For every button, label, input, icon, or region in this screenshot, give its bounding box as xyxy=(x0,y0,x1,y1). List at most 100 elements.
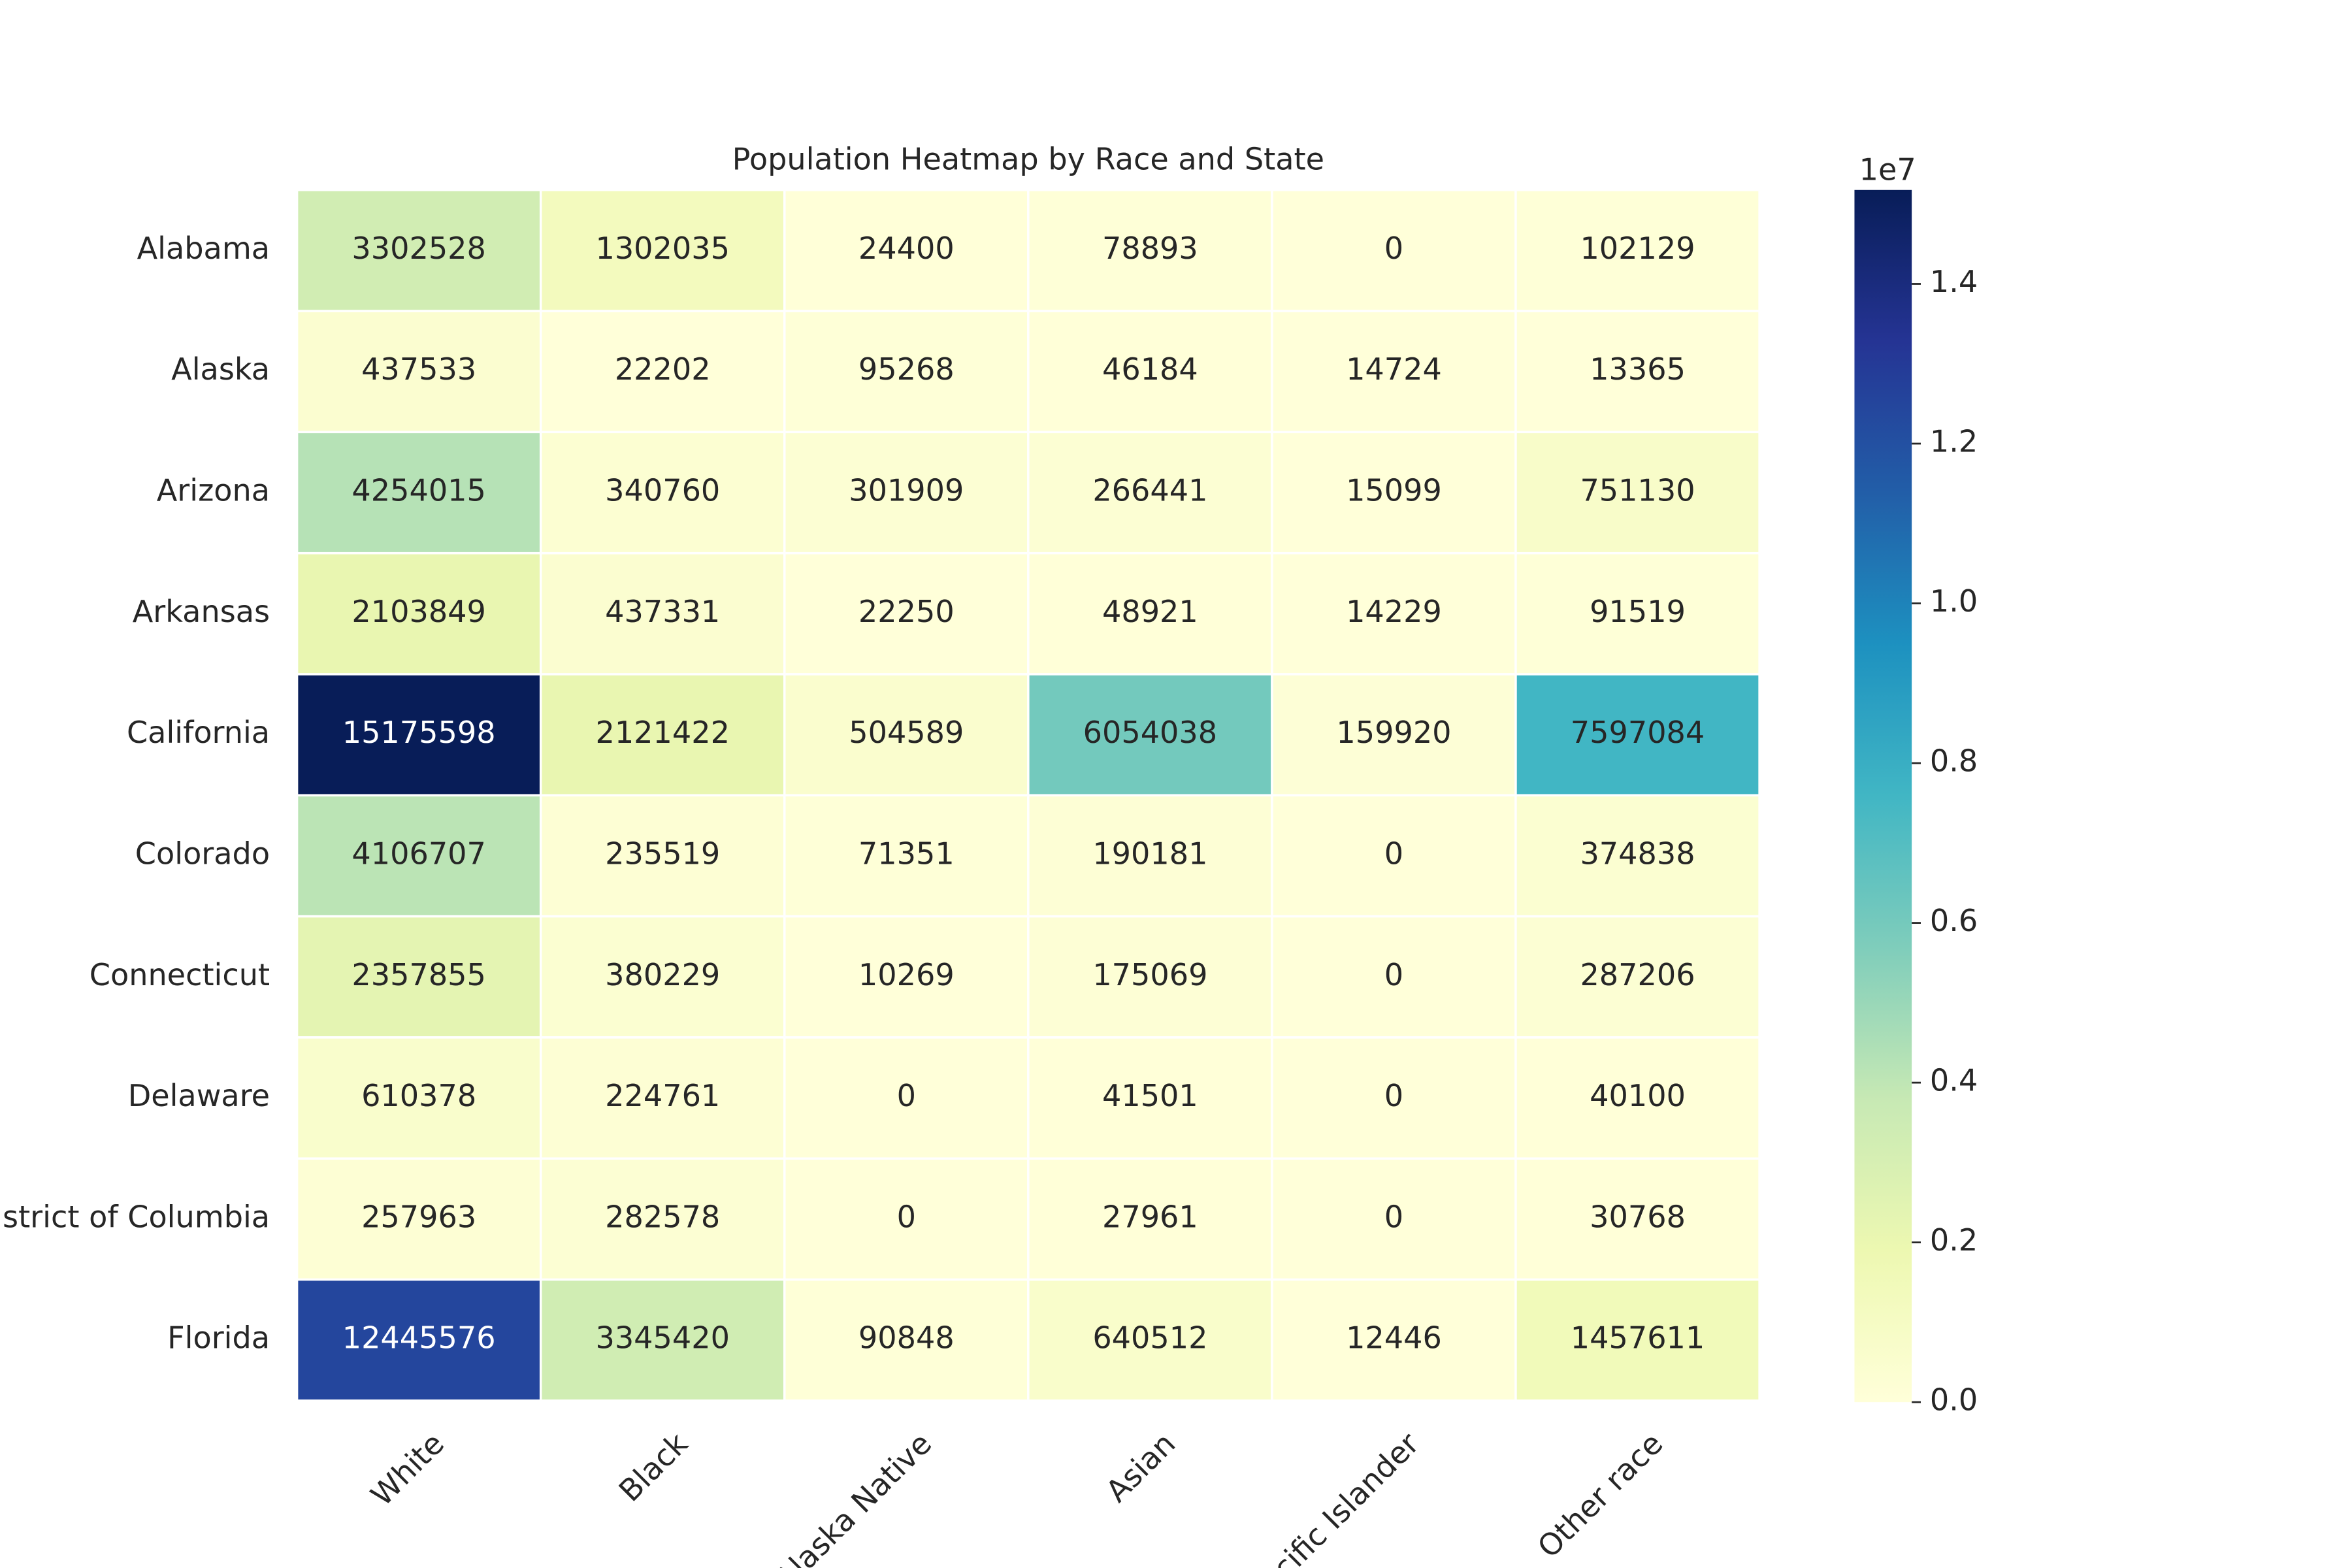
heatmap-cell xyxy=(1514,1157,1761,1281)
cell-label: 504589 xyxy=(849,715,964,750)
cell-label: 437533 xyxy=(361,351,476,387)
y-tick-label: Alabama xyxy=(137,231,270,266)
heatmap-cell xyxy=(539,1278,786,1402)
heatmap-cell xyxy=(1514,673,1761,797)
heatmap-cell xyxy=(783,673,1030,797)
y-tick-label: California xyxy=(127,715,270,750)
cell-label: 2121422 xyxy=(595,715,730,750)
cell-label: 1302035 xyxy=(595,231,730,266)
heatmap-cell xyxy=(1027,551,1273,676)
heatmap-cell xyxy=(1514,431,1761,555)
y-tick-label: Arizona xyxy=(157,473,270,508)
cell-label: 437331 xyxy=(605,594,720,629)
cell-label: 46184 xyxy=(1102,351,1198,387)
y-tick-label: Colorado xyxy=(135,836,270,871)
heatmap-cell xyxy=(1514,915,1761,1039)
cell-label: 48921 xyxy=(1102,594,1198,629)
colorbar-tick-label: 0.0 xyxy=(1930,1382,1978,1418)
y-tick-label: District of Columbia xyxy=(0,1199,270,1234)
cell-label: 640512 xyxy=(1092,1320,1207,1356)
cell-label: 159920 xyxy=(1336,715,1451,750)
colorbar-tick-label: 0.4 xyxy=(1930,1063,1978,1098)
heatmap-cell xyxy=(539,915,786,1039)
heatmap-cell xyxy=(783,189,1030,312)
cell-label: 10269 xyxy=(858,957,955,992)
heatmap-cell xyxy=(539,551,786,676)
x-tick-label: White xyxy=(364,1426,451,1512)
cell-label: 102129 xyxy=(1580,231,1695,266)
x-tick-label: Other race xyxy=(1531,1426,1670,1565)
cell-label: 2103849 xyxy=(351,594,486,629)
cell-label: 90848 xyxy=(858,1320,955,1356)
cell-label: 7597084 xyxy=(1571,715,1705,750)
heatmap-cell xyxy=(1271,431,1517,555)
heatmap-cell xyxy=(1271,1036,1517,1160)
y-tick-label: Alaska xyxy=(171,351,270,387)
cell-label: 12446 xyxy=(1346,1320,1442,1356)
heatmap-cell xyxy=(1027,673,1273,797)
cell-label: 175069 xyxy=(1092,957,1207,992)
x-tick-label: Black xyxy=(612,1426,695,1509)
cell-label: 78893 xyxy=(1102,231,1198,266)
heatmap-cell xyxy=(539,189,786,312)
heatmap-cell xyxy=(295,794,542,918)
cell-label: 24400 xyxy=(858,231,955,266)
colorbar-tick-label: 0.6 xyxy=(1930,903,1978,938)
heatmap-cell xyxy=(1514,1036,1761,1160)
heatmap-cell xyxy=(1027,915,1273,1039)
cell-label: 95268 xyxy=(858,351,955,387)
heatmap-cell xyxy=(295,915,542,1039)
cell-label: 27961 xyxy=(1102,1199,1198,1234)
heatmap-cell xyxy=(1271,673,1517,797)
cell-label: 1457611 xyxy=(1571,1320,1705,1356)
cell-label: 2357855 xyxy=(351,957,486,992)
cell-label: 0 xyxy=(897,1199,916,1234)
y-tick-label: Delaware xyxy=(128,1078,270,1113)
chart-title: Population Heatmap by Race and State xyxy=(732,141,1324,176)
cell-label: 30768 xyxy=(1590,1199,1686,1234)
colorbar-tick-label: 0.8 xyxy=(1930,743,1978,779)
heatmap-cell xyxy=(1271,551,1517,676)
cell-label: 14229 xyxy=(1346,594,1442,629)
cell-label: 287206 xyxy=(1580,957,1695,992)
colorbar-offset: 1e7 xyxy=(1859,152,1916,188)
x-tick-label: Asian xyxy=(1099,1426,1182,1509)
heatmap-cell xyxy=(295,551,542,676)
cell-label: 12445576 xyxy=(342,1320,496,1356)
heatmap-cell xyxy=(295,673,542,797)
heatmap-cell xyxy=(295,1036,542,1160)
x-tick-label: American Indian and Alaska Native xyxy=(540,1426,938,1568)
heatmap-cell xyxy=(295,189,542,312)
cell-label: 40100 xyxy=(1590,1078,1686,1113)
heatmap-cell xyxy=(295,1157,542,1281)
cell-label: 15099 xyxy=(1346,473,1442,508)
cell-label: 380229 xyxy=(605,957,720,992)
cell-label: 257963 xyxy=(361,1199,476,1234)
cell-label: 235519 xyxy=(605,836,720,871)
cell-label: 91519 xyxy=(1590,594,1686,629)
cell-label: 4254015 xyxy=(351,473,486,508)
heatmap-cell xyxy=(1271,1157,1517,1281)
heatmap-cell xyxy=(1514,794,1761,918)
heatmap-cell xyxy=(1514,551,1761,676)
heatmap-cell xyxy=(295,1278,542,1402)
cell-label: 13365 xyxy=(1590,351,1686,387)
cell-label: 6054038 xyxy=(1083,715,1218,750)
cell-label: 610378 xyxy=(361,1078,476,1113)
cell-label: 3302528 xyxy=(351,231,486,266)
colorbar xyxy=(1854,189,1912,1403)
cell-label: 0 xyxy=(1384,1199,1403,1234)
x-tick-label: Native Hawaiian and Other Pacific Island… xyxy=(946,1426,1426,1568)
heatmap-cell xyxy=(1027,431,1273,555)
heatmap-cell xyxy=(1514,310,1761,434)
y-tick-label: Connecticut xyxy=(90,957,270,992)
cell-label: 0 xyxy=(1384,836,1403,871)
cell-label: 266441 xyxy=(1092,473,1207,508)
y-tick-label: Florida xyxy=(167,1320,270,1356)
heatmap-cell xyxy=(1027,189,1273,312)
cell-label: 22202 xyxy=(615,351,711,387)
cell-label: 301909 xyxy=(849,473,964,508)
heatmap-cell xyxy=(539,310,786,434)
